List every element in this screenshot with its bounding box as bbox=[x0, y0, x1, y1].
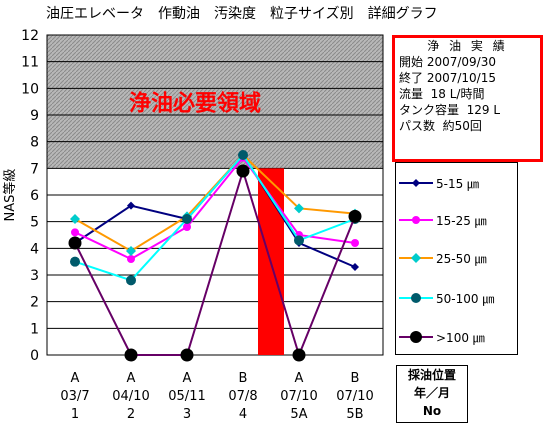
legend-label-50-100: 50-100 ㎛ bbox=[436, 292, 495, 306]
x-tick-label: 3 bbox=[183, 407, 191, 422]
x-tick-label: 07/10 bbox=[336, 389, 373, 404]
x-tick-label: A bbox=[295, 371, 304, 386]
info-tank: タンク容量 129 L bbox=[399, 103, 501, 117]
series-line bbox=[74, 153, 356, 282]
legend-marker-25-50 bbox=[399, 253, 433, 263]
legend-item-15-25: 15-25 ㎛ bbox=[396, 210, 518, 230]
legend-label-100: >100 ㎛ bbox=[436, 331, 485, 345]
x-tick-label: A bbox=[127, 371, 136, 386]
legend-item-100: >100 ㎛ bbox=[396, 327, 518, 347]
data-point bbox=[127, 255, 135, 263]
data-point bbox=[126, 275, 136, 286]
data-point bbox=[182, 214, 192, 224]
x-tick-label: B bbox=[351, 371, 360, 386]
x-tick-label: 2 bbox=[127, 407, 135, 422]
legend-label-15-25: 15-25 ㎛ bbox=[436, 214, 487, 228]
data-point bbox=[71, 228, 79, 237]
y-tick-label: 4 bbox=[30, 241, 39, 257]
y-tick-label: 7 bbox=[30, 161, 39, 177]
data-point bbox=[236, 164, 250, 178]
x-tick-label: B bbox=[239, 371, 248, 386]
legend-label-5-15: 5-15 ㎛ bbox=[436, 177, 480, 191]
x-tick-label: 05/11 bbox=[168, 389, 205, 404]
y-tick-label: 8 bbox=[30, 135, 39, 151]
info-start: 開始 2007/09/30 bbox=[399, 55, 496, 69]
data-point bbox=[292, 348, 306, 362]
legend-marker-15-25 bbox=[399, 216, 433, 224]
sample-label-no: No bbox=[422, 404, 442, 418]
data-point bbox=[70, 214, 80, 224]
data-point bbox=[351, 239, 359, 247]
y-tick-label: 0 bbox=[30, 348, 39, 364]
legend-item-50-100: 50-100 ㎛ bbox=[396, 288, 518, 308]
info-end: 終了 2007/10/15 bbox=[399, 71, 496, 85]
data-point bbox=[180, 348, 194, 362]
data-point bbox=[126, 246, 136, 256]
data-point bbox=[294, 203, 304, 214]
x-tick-label: 5A bbox=[290, 407, 307, 422]
data-point bbox=[124, 348, 138, 362]
data-point bbox=[68, 236, 82, 250]
x-tick-label: 07/10 bbox=[280, 389, 317, 404]
data-point bbox=[183, 223, 191, 231]
legend-marker-100 bbox=[399, 331, 433, 343]
x-tick-label: A bbox=[183, 371, 192, 386]
x-tick-label: 4 bbox=[239, 407, 247, 422]
y-tick-label: 5 bbox=[30, 215, 39, 231]
y-tick-label: 2 bbox=[30, 295, 39, 311]
info-heading: 浄 油 実 績 bbox=[427, 39, 508, 53]
x-tick-label: 04/10 bbox=[112, 389, 149, 404]
legend-marker-5-15 bbox=[399, 179, 433, 187]
x-tick-label: 5B bbox=[346, 407, 363, 422]
y-axis-label: NAS等級 bbox=[2, 169, 18, 222]
y-tick-label: 11 bbox=[21, 55, 39, 71]
info-passes: パス数 約50回 bbox=[399, 119, 482, 133]
legend-item-25-50: 25-50 ㎛ bbox=[396, 248, 518, 268]
purification-info-box: 浄 油 実 績 開始 2007/09/30 終了 2007/10/15 流量 1… bbox=[392, 35, 543, 162]
y-tick-label: 9 bbox=[30, 108, 39, 124]
data-point bbox=[70, 256, 80, 267]
y-tick-label: 1 bbox=[30, 321, 39, 337]
data-point bbox=[238, 150, 248, 160]
y-tick-label: 3 bbox=[30, 268, 39, 284]
plot-frame bbox=[46, 34, 384, 356]
y-tick-label: 12 bbox=[21, 28, 39, 44]
legend-item-5-15: 5-15 ㎛ bbox=[396, 173, 518, 193]
data-point bbox=[348, 209, 362, 223]
data-point bbox=[127, 201, 135, 210]
x-tick-label: 03/7 bbox=[60, 389, 89, 404]
x-tick-label: A bbox=[71, 371, 80, 386]
data-point bbox=[294, 235, 304, 246]
y-tick-label: 10 bbox=[21, 81, 39, 97]
sample-label-position: 採油位置 bbox=[407, 368, 456, 382]
legend-label-25-50: 25-50 ㎛ bbox=[436, 252, 487, 266]
legend: 5-15 ㎛ 15-25 ㎛ 25-50 ㎛ 50-100 ㎛ >100 ㎛ bbox=[395, 162, 518, 355]
x-tick-label: 07/8 bbox=[228, 389, 257, 404]
chart-title: 油圧エレベータ 作動油 汚染度 粒子サイズ別 詳細グラフ bbox=[46, 6, 438, 22]
y-tick-label: 6 bbox=[30, 188, 39, 204]
shaded-region bbox=[47, 35, 383, 169]
sample-position-box: 採油位置 年／月 No bbox=[396, 365, 468, 423]
x-tick-label: 1 bbox=[71, 407, 79, 422]
sample-label-date: 年／月 bbox=[413, 386, 450, 400]
legend-marker-50-100 bbox=[399, 293, 433, 303]
info-flow: 流量 18 L/時間 bbox=[399, 87, 485, 101]
series-line bbox=[74, 167, 356, 358]
data-point bbox=[351, 263, 359, 271]
shaded-region-label: 浄油必要領域 bbox=[129, 91, 261, 117]
